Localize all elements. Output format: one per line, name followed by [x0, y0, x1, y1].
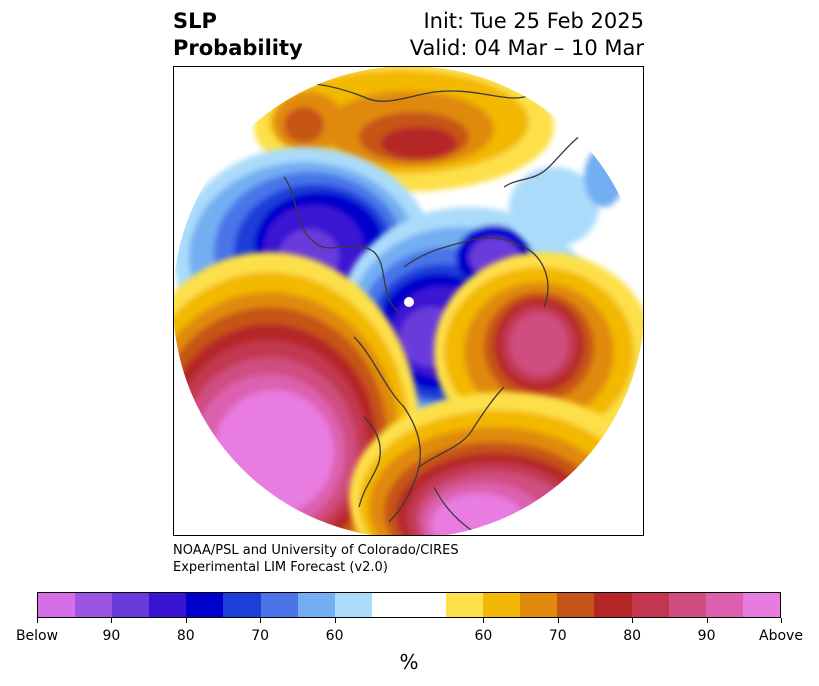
colorbar-tick-label: 70	[251, 628, 270, 644]
colorbar-tickmark	[260, 618, 262, 623]
colorbar-tick-label: 80	[176, 628, 195, 644]
colorbar-segment	[334, 593, 372, 617]
colorbar-tickmark	[557, 618, 559, 623]
colorbar-segment	[594, 593, 632, 617]
colorbar-segment	[631, 593, 669, 617]
credit-line1: NOAA/PSL and University of Colorado/CIRE…	[173, 543, 459, 558]
colorbar-tick-label: Above	[759, 628, 803, 644]
colorbar-tick-label: Below	[15, 628, 59, 644]
colorbar-tick-label: 90	[697, 628, 716, 644]
colorbar-segment	[38, 593, 76, 617]
colorbar-segment	[446, 593, 484, 617]
colorbar-segment	[371, 593, 409, 617]
init-date: Init: Tue 25 Feb 2025	[423, 9, 644, 33]
colorbar-segment	[483, 593, 521, 617]
valid-range: Valid: 04 Mar – 10 Mar	[409, 36, 644, 60]
data-credit: NOAA/PSL and University of Colorado/CIRE…	[173, 542, 459, 576]
colorbar-tick-label: 90	[102, 628, 121, 644]
title-subtitle: Probability	[173, 36, 303, 60]
colorbar-tickmark	[334, 618, 336, 623]
colorbar-tick-label: 80	[623, 628, 642, 644]
colorbar-segment	[297, 593, 335, 617]
colorbar-segment	[149, 593, 187, 617]
colorbar-segment	[75, 593, 113, 617]
colorbar-segment	[668, 593, 706, 617]
colorbar-segment	[742, 593, 780, 617]
forecast-dates: Init: Tue 25 Feb 2025 Valid: 04 Mar – 10…	[410, 8, 644, 62]
probability-colorbar	[37, 592, 781, 618]
colorbar-tickmark	[706, 618, 708, 623]
credit-line2: Experimental LIM Forecast (v2.0)	[173, 560, 388, 575]
colorbar-segment	[260, 593, 298, 617]
title-variable: SLP	[173, 9, 217, 33]
colorbar-tickmark	[632, 618, 634, 623]
colorbar-tick-label: 60	[474, 628, 493, 644]
colorbar-segment	[223, 593, 261, 617]
colorbar-tickmark	[111, 618, 113, 623]
colorbar-segment	[186, 593, 224, 617]
polar-map	[173, 66, 644, 536]
colorbar-segment	[520, 593, 558, 617]
colorbar-segment	[705, 593, 743, 617]
colorbar-units: %	[399, 650, 419, 674]
colorbar-tick-label: 60	[325, 628, 344, 644]
colorbar-segment	[112, 593, 150, 617]
colorbar-tick-label: 70	[548, 628, 567, 644]
pink-region-south	[349, 392, 643, 535]
colorbar-segment	[408, 593, 447, 617]
probability-map-svg	[174, 67, 643, 535]
colorbar-tickmark	[185, 618, 187, 623]
colorbar-tickmark	[483, 618, 485, 623]
colorbar-tickmark	[37, 618, 38, 623]
colorbar-segment	[557, 593, 595, 617]
colorbar-tickmark	[781, 618, 782, 623]
map-title: SLP Probability	[173, 8, 303, 62]
north-pole-marker	[404, 297, 414, 307]
